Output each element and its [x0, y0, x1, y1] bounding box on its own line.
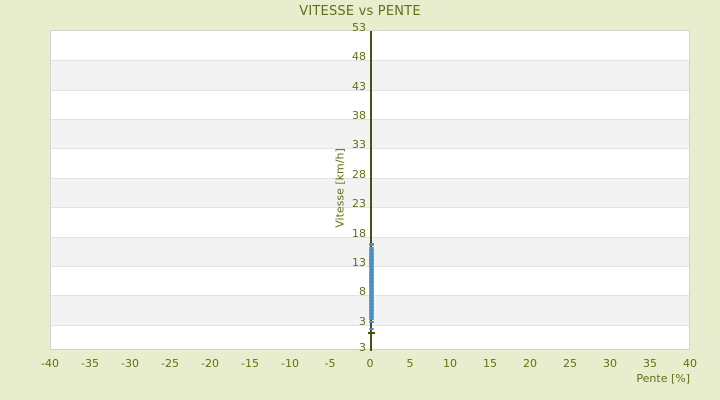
data-point	[368, 295, 374, 298]
data-point	[368, 269, 374, 272]
data-point	[368, 308, 374, 311]
data-point	[368, 254, 374, 257]
axis-minor-tick	[367, 331, 375, 334]
data-point	[368, 248, 374, 251]
chart-title: VITESSE vs PENTE	[299, 4, 421, 19]
y-tick-label: 53	[352, 21, 366, 34]
data-point	[368, 305, 374, 308]
data-point	[368, 304, 374, 307]
x-tick-label: 25	[563, 357, 577, 370]
data-point	[368, 281, 374, 283]
data-point	[368, 263, 374, 266]
data-point	[368, 242, 374, 245]
x-tick-label: 35	[643, 357, 657, 370]
data-point	[368, 317, 374, 320]
x-tick-label: 30	[603, 357, 617, 370]
data-point	[368, 288, 374, 291]
data-point	[368, 266, 374, 269]
data-point	[368, 311, 374, 314]
x-tick-label: 40	[683, 357, 697, 370]
data-point	[368, 286, 374, 289]
data-point	[368, 267, 374, 270]
y-tick-label: 48	[352, 50, 366, 64]
data-point	[368, 279, 374, 282]
data-point	[368, 320, 374, 323]
y-tick-label: 13	[352, 255, 366, 269]
x-tick-label: 15	[483, 357, 497, 370]
y-tick-label: 18	[352, 226, 366, 240]
data-point	[368, 300, 374, 303]
data-point	[368, 246, 374, 249]
data-point	[368, 310, 374, 313]
data-point	[368, 251, 374, 254]
data-point	[368, 272, 374, 275]
data-point	[368, 301, 374, 304]
data-point	[368, 316, 374, 319]
data-point	[368, 327, 374, 330]
x-tick-label: 10	[443, 357, 457, 370]
x-tick-label: 20	[523, 357, 537, 370]
plot-area	[50, 30, 690, 351]
x-tick-label: -5	[324, 357, 336, 370]
data-point	[368, 270, 374, 273]
data-point	[368, 289, 374, 292]
data-point	[368, 261, 374, 264]
data-point	[368, 294, 374, 297]
data-point	[368, 276, 374, 279]
x-tick-label: 5	[406, 357, 414, 370]
data-point	[368, 298, 374, 301]
x-tick-label: -25	[161, 357, 179, 370]
y-tick-label: 43	[352, 79, 366, 93]
data-point	[368, 250, 374, 253]
data-point	[368, 253, 374, 256]
y-tick-label: 8	[359, 285, 366, 299]
data-point	[368, 283, 374, 286]
data-point	[368, 313, 374, 316]
x-tick-label: 0	[366, 357, 374, 370]
data-point	[368, 278, 374, 281]
data-point	[368, 297, 374, 300]
data-point	[368, 264, 374, 267]
data-point	[368, 303, 374, 306]
data-point	[368, 285, 374, 288]
y-tick-label: 23	[352, 197, 366, 211]
y-tick-label: 38	[352, 109, 366, 123]
data-point	[368, 292, 374, 295]
y-tick-label: 3	[359, 314, 366, 328]
data-point	[368, 273, 374, 276]
data-point	[368, 282, 374, 285]
x-tick-label: -40	[41, 357, 59, 370]
data-point	[368, 244, 374, 247]
y-tick-label: 33	[352, 138, 366, 152]
x-tick-label: -15	[241, 357, 259, 370]
data-point	[368, 275, 374, 278]
y-axis-title: Vitesse [km/h]	[333, 148, 347, 228]
data-point	[368, 314, 374, 317]
y-axis-line	[370, 31, 372, 351]
x-tick-label: -30	[121, 357, 139, 370]
x-axis-title: Pente [%]	[636, 372, 690, 385]
x-tick-label: -10	[281, 357, 299, 370]
data-point	[368, 260, 374, 263]
data-point	[368, 257, 374, 260]
y-tick-label: 28	[352, 167, 366, 181]
data-point	[368, 256, 374, 259]
data-point	[368, 307, 374, 310]
x-tick-label: -35	[81, 357, 99, 370]
data-point	[368, 258, 374, 261]
data-point	[368, 291, 374, 294]
x-tick-label: -20	[201, 357, 219, 370]
y-axis-bottom-label: 3	[359, 341, 366, 354]
